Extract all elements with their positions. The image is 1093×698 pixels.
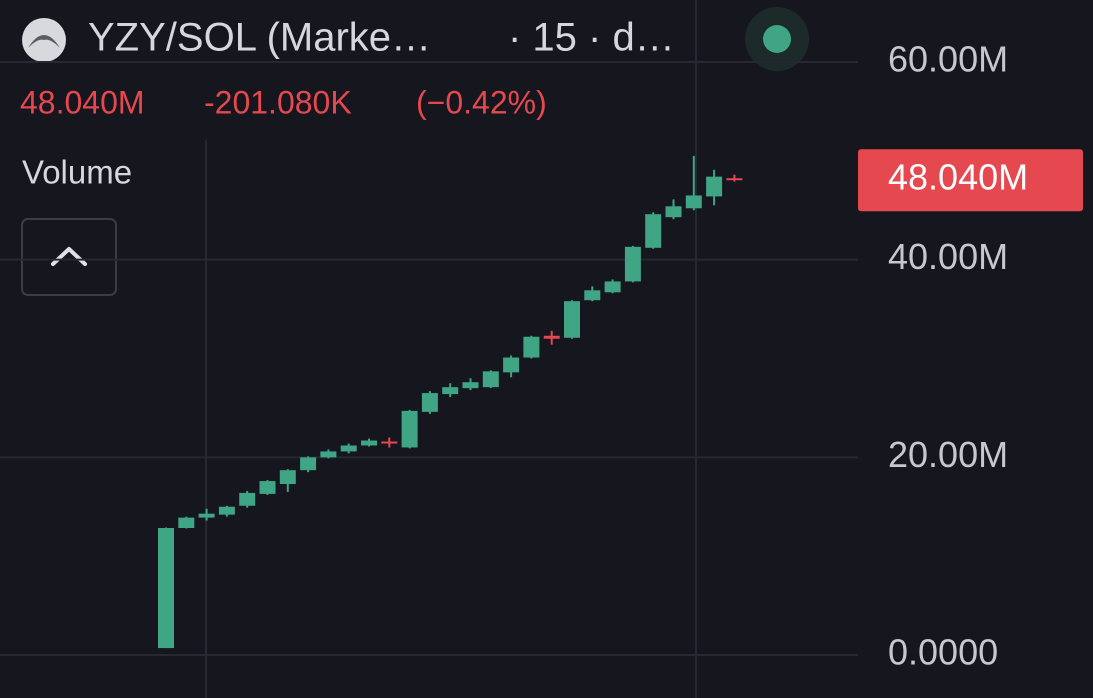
candle-body [624,246,641,282]
candle-body [340,445,357,452]
candle-body [645,214,662,248]
candle-body [239,492,256,506]
collapse-button[interactable] [21,218,117,296]
status-dot [763,25,791,53]
candle-body [543,335,560,339]
pair-title: YZY/SOL (Marke… [88,16,431,60]
interval: · 15 · d… [508,16,675,60]
y-tick-label: 20.00M [888,434,1008,475]
candle-body [259,481,276,494]
indicator-label: Volume [22,154,132,191]
y-tick-label: 60.00M [888,39,1008,80]
candle-body [421,393,438,412]
last-price: 48.040M [20,84,145,120]
candle-body [218,506,235,515]
candle-body [279,470,296,485]
candle-body [198,513,215,518]
y-tick-label: 0.0000 [888,632,998,673]
candle-body [706,176,723,197]
candle-body [482,371,499,388]
y-tick-label: 40.00M [888,236,1008,277]
candle-body [361,440,377,446]
candle-body [523,336,540,358]
candle-body [320,451,337,458]
price-tag-label: 48.040M [888,157,1028,198]
candle-body [381,441,398,444]
candle-body [503,357,520,373]
plot: 0.0000 20.00M 40.00M 60.00M 48.040M [0,39,1083,673]
candle-body [442,387,459,395]
candle-body [300,457,317,471]
candle-body [665,206,682,218]
token-logo-mark [28,35,60,48]
candle-body [564,301,580,338]
candle-body [158,527,174,649]
candle-body [604,281,621,293]
candle-body [685,195,702,209]
candle-body [401,410,418,448]
candle-body [462,382,479,389]
candle-body [726,178,743,181]
price-change-pct: (−0.42%) [416,84,547,120]
price-tag [858,149,1083,212]
price-change: -201.080K [204,84,352,120]
candle-body [178,517,195,528]
candle-body [584,290,601,301]
